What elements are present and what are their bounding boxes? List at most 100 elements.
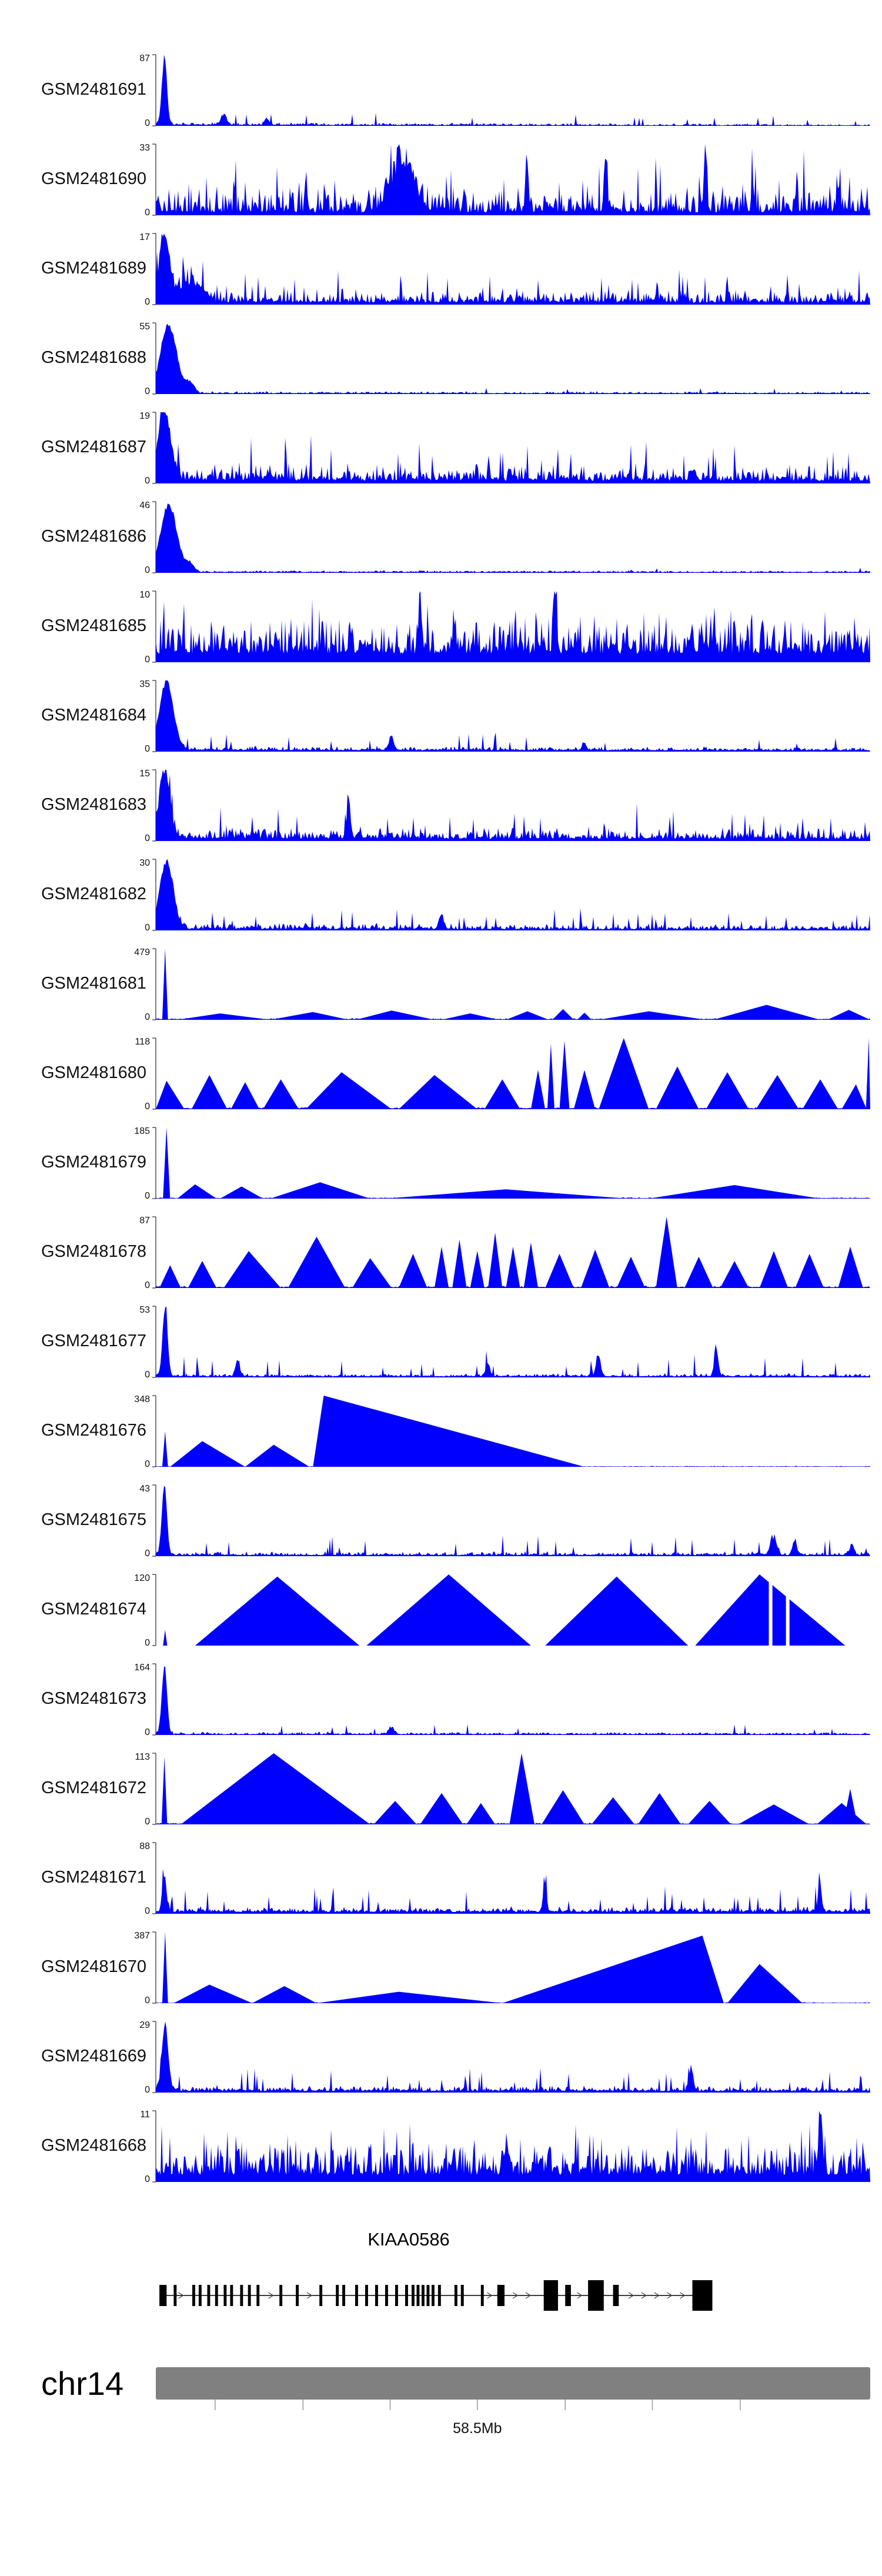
- signal-area: [156, 2021, 870, 2093]
- track-ymin-label: 0: [145, 2085, 150, 2093]
- signal-track-row: GSM2481681 479 0: [0, 947, 882, 1020]
- track-name-label: GSM2481681: [41, 974, 146, 993]
- strand-arrow-icon: [667, 2292, 673, 2299]
- track-plot: 29 0: [139, 2020, 870, 2093]
- signal-track-row: GSM2481688 55 0: [0, 321, 882, 395]
- track-ymax-label: 46: [139, 500, 150, 510]
- track-plot: 19 0: [139, 411, 870, 484]
- track-ymax-label: 87: [139, 1216, 150, 1226]
- track-plot: 118 0: [135, 1037, 870, 1110]
- track-name-label: GSM2481687: [41, 438, 146, 456]
- track-name-label: GSM2481675: [41, 1510, 146, 1529]
- exon-box: [198, 2285, 202, 2306]
- track-plot: 87 0: [139, 1216, 870, 1289]
- strand-arrow-icon: [178, 2292, 184, 2299]
- exon-box: [223, 2285, 227, 2306]
- exon-box: [437, 2285, 441, 2306]
- gene-model-track: [159, 2280, 713, 2311]
- signal-track-row: GSM2481670 387 0: [0, 1930, 882, 2004]
- signal-area: [156, 144, 870, 215]
- signal-area: [156, 412, 870, 483]
- track-plot: 53 0: [139, 1305, 870, 1378]
- strand-arrow-icon: [268, 2292, 274, 2299]
- exon-box: [296, 2285, 299, 2306]
- signal-coverage-polygon: [156, 1217, 870, 1288]
- exon-box: [279, 2285, 283, 2306]
- track-plot: 113 0: [135, 1752, 870, 1825]
- track-name-label: GSM2481690: [41, 169, 146, 188]
- track-ymax-label: 11: [140, 2110, 150, 2120]
- track-ymax-label: 120: [134, 1573, 150, 1583]
- genome-axis-label: 58.5Mb: [453, 2420, 502, 2437]
- track-plot: 33 0: [139, 143, 870, 216]
- signal-track-row: GSM2481674 120 0: [0, 1573, 882, 1646]
- coverage-gap: [769, 1573, 773, 1646]
- signal-area: [156, 503, 870, 573]
- signal-area: [156, 1868, 870, 1914]
- signal-area: [156, 680, 870, 752]
- signal-track-row: GSM2481683 15 0: [0, 768, 882, 842]
- signal-track-row: GSM2481679 185 0: [0, 1126, 882, 1199]
- track-name-label: GSM2481672: [41, 1778, 146, 1797]
- track-plot: 15 0: [139, 769, 870, 842]
- track-ymax-label: 387: [134, 1931, 150, 1941]
- exon-box: [256, 2285, 260, 2306]
- track-ymax-label: 17: [139, 232, 150, 242]
- strand-arrow-icon: [525, 2292, 532, 2299]
- strand-arrow-icon: [641, 2292, 647, 2299]
- track-ymin-label: 0: [145, 1996, 150, 2004]
- signal-track-row: GSM2481668 11 0: [0, 2109, 882, 2183]
- exon-box: [230, 2285, 233, 2306]
- exon-box: [543, 2280, 558, 2311]
- exon-box: [375, 2285, 378, 2306]
- track-ymin-label: 0: [145, 923, 150, 931]
- exon-box: [412, 2285, 415, 2306]
- exon-box: [215, 2285, 218, 2306]
- exon-box: [207, 2285, 211, 2306]
- track-name-label: GSM2481689: [41, 259, 146, 278]
- track-name-label: GSM2481678: [41, 1242, 146, 1261]
- track-plot: 387 0: [134, 1931, 870, 2004]
- exon-box: [173, 2285, 177, 2306]
- exon-box: [319, 2285, 323, 2306]
- track-name-label: GSM2481674: [41, 1600, 146, 1619]
- signal-track-row: GSM2481684 35 0: [0, 679, 882, 752]
- track-ymax-label: 53: [139, 1305, 150, 1315]
- signal-area: [156, 2111, 870, 2182]
- track-ymin-label: 0: [145, 1191, 150, 1199]
- signal-area: [156, 591, 870, 662]
- exon-box: [395, 2285, 398, 2306]
- exon-box: [588, 2280, 604, 2311]
- exon-box: [480, 2285, 484, 2306]
- exon-box: [426, 2285, 430, 2306]
- signal-track-row: GSM2481690 33 0: [0, 142, 882, 216]
- exon-box: [460, 2285, 464, 2306]
- track-ymin-label: 0: [145, 386, 150, 395]
- exon-box: [497, 2285, 505, 2306]
- track-plot: 11 0: [140, 2110, 870, 2183]
- track-plot: 479 0: [134, 947, 870, 1020]
- track-name-label: GSM2481679: [41, 1153, 146, 1172]
- track-ymax-label: 164: [134, 1663, 150, 1673]
- track-name-label: GSM2481671: [41, 1868, 146, 1887]
- track-ymax-label: 55: [139, 322, 150, 332]
- signal-coverage-polygon: [156, 1574, 870, 1646]
- chromosome-label: chr14: [41, 2365, 124, 2402]
- exon-box: [365, 2285, 368, 2306]
- exon-box: [336, 2285, 339, 2306]
- track-ymin-label: 0: [145, 1817, 150, 1825]
- track-ymax-label: 87: [139, 54, 150, 64]
- track-ymax-label: 118: [135, 1037, 150, 1047]
- signal-area: [156, 1666, 870, 1735]
- track-ymin-label: 0: [145, 1459, 150, 1467]
- track-ymin-label: 0: [145, 655, 150, 663]
- exon-box: [248, 2285, 251, 2306]
- signal-track-row: GSM2481687 19 0: [0, 411, 882, 484]
- signal-coverage-polygon: [156, 1932, 870, 2003]
- strand-arrow-icon: [628, 2292, 634, 2299]
- track-name-label: GSM2481677: [41, 1332, 146, 1350]
- track-name-label: GSM2481685: [41, 616, 146, 635]
- signal-track-row: GSM2481669 29 0: [0, 2020, 882, 2093]
- coverage-gap: [786, 1573, 790, 1646]
